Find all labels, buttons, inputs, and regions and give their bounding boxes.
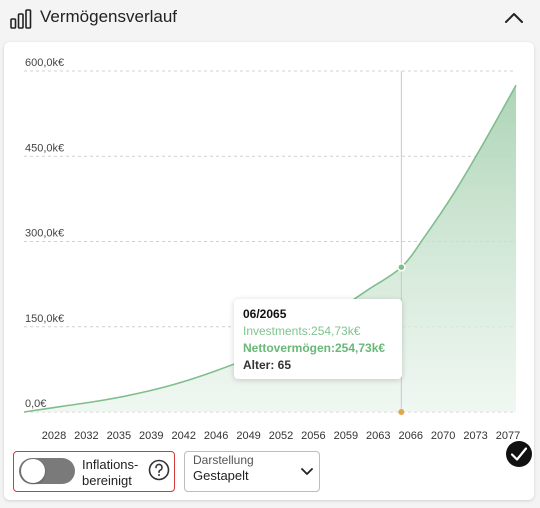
chevron-down-icon xyxy=(301,468,313,475)
inflation-label-line: Inflations- xyxy=(82,457,139,472)
section-title: Vermögensverlauf xyxy=(40,7,178,26)
x-tick-label: 2073 xyxy=(463,430,487,442)
net-worth-chart[interactable]: 600,0k€ 450,0k€ 300,0k€ 150,0k€ 0,0€ 2028 203… xyxy=(4,42,534,442)
x-tick-label: 2032 xyxy=(74,430,98,442)
x-tick-label: 2042 xyxy=(171,430,195,442)
section-header: Vermögensverlauf xyxy=(0,0,540,38)
x-tick-label: 2063 xyxy=(366,430,390,442)
display-value: Gestapelt xyxy=(193,468,249,483)
x-tick-label: 2059 xyxy=(334,430,358,442)
display-label: Darstellung xyxy=(193,453,254,467)
bar-chart-icon xyxy=(10,9,32,29)
chart-tooltip: 06/2065 Investments:254,73k€ Nettovermög… xyxy=(234,299,402,379)
tooltip-net-worth: Nettovermögen:254,73k€ xyxy=(243,341,386,355)
tooltip-investments: Investments:254,73k€ xyxy=(243,324,361,338)
inflation-toggle-group: Inflations-bereinigt xyxy=(13,451,175,492)
toggle-knob xyxy=(21,459,45,483)
tooltip-age: Alter: 65 xyxy=(243,358,292,372)
y-tick-label: 0,0€ xyxy=(25,398,46,410)
x-tick-label: 2046 xyxy=(204,430,228,442)
y-tick-label: 600,0k€ xyxy=(25,57,64,69)
question-circle-icon[interactable] xyxy=(148,459,170,481)
x-tick-label: 2056 xyxy=(301,430,325,442)
x-tick-label: 2035 xyxy=(107,430,131,442)
x-tick-label: 2049 xyxy=(236,430,260,442)
x-tick-label: 2052 xyxy=(269,430,293,442)
hover-baseline-point xyxy=(398,409,405,415)
x-tick-label: 2028 xyxy=(42,430,66,442)
x-tick-label: 2066 xyxy=(398,430,422,442)
y-tick-label: 450,0k€ xyxy=(25,142,64,154)
checkmark-icon xyxy=(510,447,528,461)
inflation-label: Inflations-bereinigt xyxy=(82,457,146,489)
inflation-toggle[interactable] xyxy=(19,458,75,484)
display-mode-select[interactable]: Darstellung Gestapelt xyxy=(184,451,320,492)
chevron-up-icon[interactable] xyxy=(502,8,526,28)
x-tick-label: 2039 xyxy=(139,430,163,442)
hover-point xyxy=(397,262,406,272)
tooltip-date: 06/2065 xyxy=(243,307,287,321)
x-tick-label: 2077 xyxy=(496,430,520,442)
chart-card: 600,0k€ 450,0k€ 300,0k€ 150,0k€ 0,0€ 2028 203… xyxy=(4,42,534,500)
x-tick-label: 2070 xyxy=(431,430,455,442)
y-tick-label: 150,0k€ xyxy=(25,313,64,325)
inflation-label-line: bereinigt xyxy=(82,473,132,488)
confirm-button[interactable] xyxy=(506,441,532,467)
y-tick-label: 300,0k€ xyxy=(25,228,64,240)
